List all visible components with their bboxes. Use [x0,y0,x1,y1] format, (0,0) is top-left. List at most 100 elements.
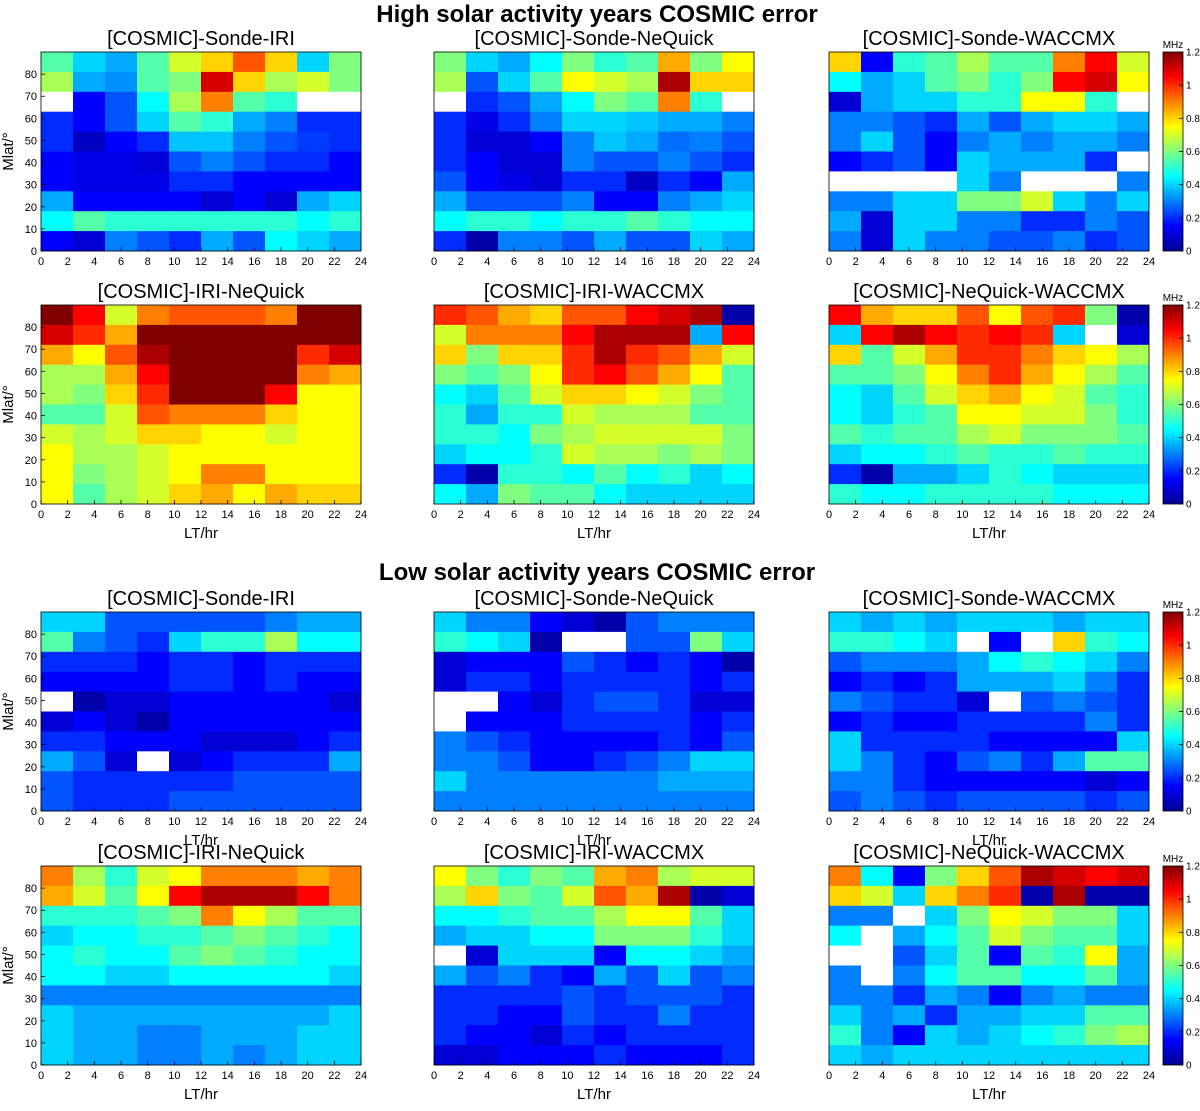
heatmap-cell [233,945,266,966]
heatmap-cell [434,91,467,113]
heatmap-cell [829,866,862,887]
heatmap-cell [989,1045,1022,1066]
heatmap-cell [137,464,170,485]
heatmap-cell [1085,424,1118,445]
heatmap-cell [169,52,202,73]
heatmap-cell [265,52,298,73]
colorbar-tick-label: 0.4 [1186,740,1200,751]
heatmap-cell [73,771,106,792]
heatmap-cell [893,52,926,73]
heatmap-cell [1053,404,1086,425]
colorbar-tick-label: 0 [1186,247,1192,258]
heatmap-cell [562,1005,595,1026]
heatmap-cell [626,71,659,93]
y-tick-label: 30 [25,740,37,752]
x-tick-label: 2 [458,509,464,521]
panel-title: [COSMIC]-NeQuick-WACCMX [853,281,1124,303]
heatmap-cell [722,305,755,326]
heatmap-cell [861,384,894,405]
heatmap-cell [594,424,627,445]
heatmap-cell [1085,305,1118,326]
heatmap-cell [690,305,723,326]
heatmap-cell [201,131,234,152]
heatmap-cell [265,464,298,485]
heatmap-cell [105,52,138,73]
heatmap-cell [626,384,659,405]
heatmap-cell [658,71,691,93]
heatmap-cell [169,965,202,986]
heatmap-cell [265,965,298,986]
heatmap-cell [466,71,499,93]
x-tick-label: 0 [38,256,44,268]
heatmap-cell [1085,866,1118,887]
heatmap-cell [829,151,862,172]
heatmap-cell [1021,384,1054,405]
heatmap-cell [530,131,563,152]
x-tick-label: 10 [168,816,180,828]
heatmap-cell [434,111,467,132]
heatmap-cell [893,211,926,232]
heatmap-cell [722,1025,755,1046]
heatmap-cell [1053,484,1086,505]
heatmap-cell [893,866,926,887]
heatmap-cell [722,131,755,152]
heatmap-cell [265,1005,298,1026]
heatmap-cell [73,925,106,946]
heatmap-cell [41,364,74,385]
heatmap-cell [1021,1005,1054,1026]
heatmap-cell [137,771,170,792]
heatmap-cell [861,905,894,927]
heatmap-cell [861,791,894,812]
heatmap-cell [1117,211,1150,232]
heatmap-cell [105,631,138,653]
heatmap-cell [169,344,202,366]
heatmap-cell [626,711,659,732]
heatmap-cell [498,404,531,425]
heatmap-cell [1117,404,1150,425]
heatmap-cell [861,731,894,752]
x-tick-label: 22 [721,816,733,828]
heatmap-cell [1021,771,1054,792]
heatmap-cell [329,131,362,152]
heatmap-cell [169,671,202,692]
heatmap-cell [957,612,990,633]
heatmap-cell [722,751,755,772]
heatmap-cell [233,384,266,405]
y-axis-label: Mlat/° [0,946,17,985]
heatmap-cell [1085,771,1118,792]
y-tick-label: 0 [31,806,37,818]
heatmap-cell [41,945,74,966]
heatmap-cell [626,965,659,986]
heatmap-cell [498,671,531,692]
heatmap-cell [690,384,723,405]
heatmap-cell [41,151,74,172]
heatmap-cell [829,731,862,752]
heatmap-cell [297,885,330,907]
heatmap-cell [562,344,595,366]
colorbar-tick-label: 0.8 [1186,674,1200,685]
heatmap-cell [1053,191,1086,212]
heatmap-cell [329,1005,362,1026]
y-tick-label: 60 [25,673,37,685]
heatmap-cell [957,965,990,986]
heatmap-cell [466,925,499,946]
panel-title: [COSMIC]-Sonde-NeQuick [475,28,715,50]
heatmap-cell [201,925,234,946]
heatmap-cell [626,424,659,445]
y-tick-label: 60 [25,113,37,125]
heatmap-cell [861,885,894,907]
heatmap-cell [1053,771,1086,792]
heatmap-cell [861,231,894,252]
y-axis-label: Mlat/° [0,132,17,171]
heatmap-cell [137,324,170,346]
heatmap-cell [201,464,234,485]
heatmap-cell [690,484,723,505]
heatmap-cell [829,771,862,792]
heatmap-cell [329,1045,362,1066]
heatmap-cell [434,905,467,927]
heatmap-cell [861,771,894,792]
heatmap-cell [201,751,234,772]
heatmap-cell [41,231,74,252]
